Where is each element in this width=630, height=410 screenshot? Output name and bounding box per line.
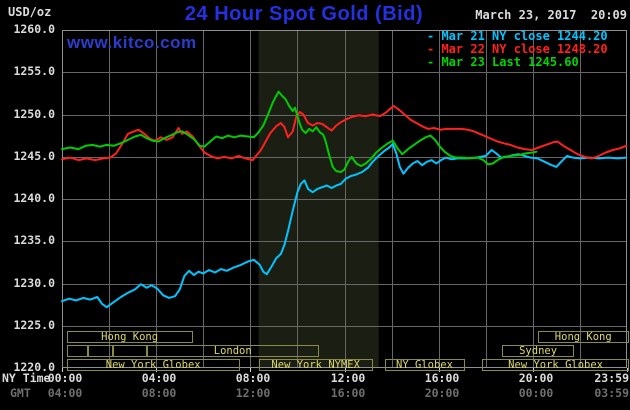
session-box [87,345,113,357]
kitco-watermark-link[interactable]: www.kitco.com [67,33,197,52]
session-box-new-york-nymex: New York NYMEX [258,359,373,371]
session-box [66,345,88,357]
x-tick-label-gmt: 03:59 [594,386,629,400]
x-tick-label-gmt: 00:00 [518,386,554,400]
y-axis-units-label: USD/oz [8,5,52,19]
x-tick-label-gmt: 04:00 [47,386,83,400]
price-line-mar23 [61,90,538,173]
x-tick-label-gmt: 12:00 [235,386,271,400]
x-tick-label-ny: 12:00 [330,371,366,385]
y-tick-label: 1245.0 [13,149,55,163]
page-title: 24 Hour Spot Gold (Bid) [184,3,424,25]
x-tick-label-ny: 04:00 [141,371,177,385]
x-tick-label-ny: 20:00 [518,371,554,385]
legend-entry: - Mar 22 NY close 1248.20 [427,42,608,56]
legend-entry: - Mar 23 Last 1245.60 [427,55,579,69]
session-box-london: London [146,345,319,357]
session-box [112,345,147,357]
legend-entry: - Mar 21 NY close 1244.20 [427,29,608,43]
session-box-new-york-globex: New York Globex [66,359,240,371]
x-tick-label-ny: 16:00 [424,371,460,385]
y-tick-label: 1255.0 [13,64,55,78]
price-lines-chart [61,30,628,372]
x-tick-label-gmt: 08:00 [141,386,177,400]
y-tick-label: 1250.0 [13,107,55,121]
session-box-sydney: Sydney [502,345,574,357]
plot-border [62,30,627,368]
y-tick-label: 1230.0 [13,276,55,290]
x-tick-label-ny: 23:59 [594,371,629,385]
session-box-ny-globex: NY Globex [384,359,465,371]
y-tick-label: 1240.0 [13,191,55,205]
plot-area [61,30,628,372]
ny-time-axis-label: NY Time [2,371,51,385]
y-tick-label: 1220.0 [13,360,55,374]
session-box-hong-kong: Hong Kong [66,331,193,343]
y-tick-label: 1225.0 [13,318,55,332]
x-tick-label-ny: 00:00 [47,371,83,385]
y-tick-label: 1260.0 [13,22,55,36]
gmt-axis-label: GMT [10,386,31,400]
chart-timestamp: March 23, 2017 20:09 [475,8,627,22]
session-box-hong-kong: Hong Kong [537,331,629,343]
x-tick-label-gmt: 16:00 [330,386,366,400]
session-box-new-york-globex: New York Globex [482,359,629,371]
x-tick-label-gmt: 20:00 [424,386,460,400]
legend: - Mar 21 NY close 1244.20- Mar 22 NY clo… [427,30,608,69]
x-tick-label-ny: 08:00 [235,371,271,385]
y-tick-label: 1235.0 [13,233,55,247]
